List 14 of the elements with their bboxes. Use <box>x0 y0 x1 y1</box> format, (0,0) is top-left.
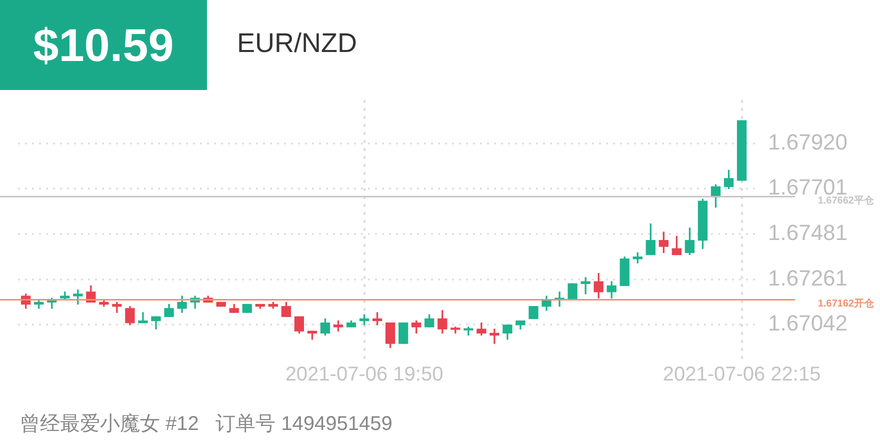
candlestick <box>112 302 122 313</box>
y-tick-label: 1.67261 <box>768 265 848 290</box>
x-tick-label: 2021-07-06 19:50 <box>285 364 444 386</box>
y-tick-label: 1.67481 <box>768 220 848 245</box>
ref-line-label: 1.67162开仓 <box>818 297 875 310</box>
candlestick <box>490 328 500 344</box>
candlestick <box>580 277 590 294</box>
candlestick <box>138 312 148 324</box>
text: $10.59 <box>0 0 207 90</box>
y-tick-label: 1.67920 <box>768 129 848 154</box>
chart-title: EUR/NZD <box>237 28 357 59</box>
text: 曾经最爱小魔女 #12 订单号 1494951459 <box>20 412 392 437</box>
x-tick-label: 2021-07-06 22:15 <box>662 364 821 386</box>
y-tick-label: 1.67042 <box>768 310 848 336</box>
